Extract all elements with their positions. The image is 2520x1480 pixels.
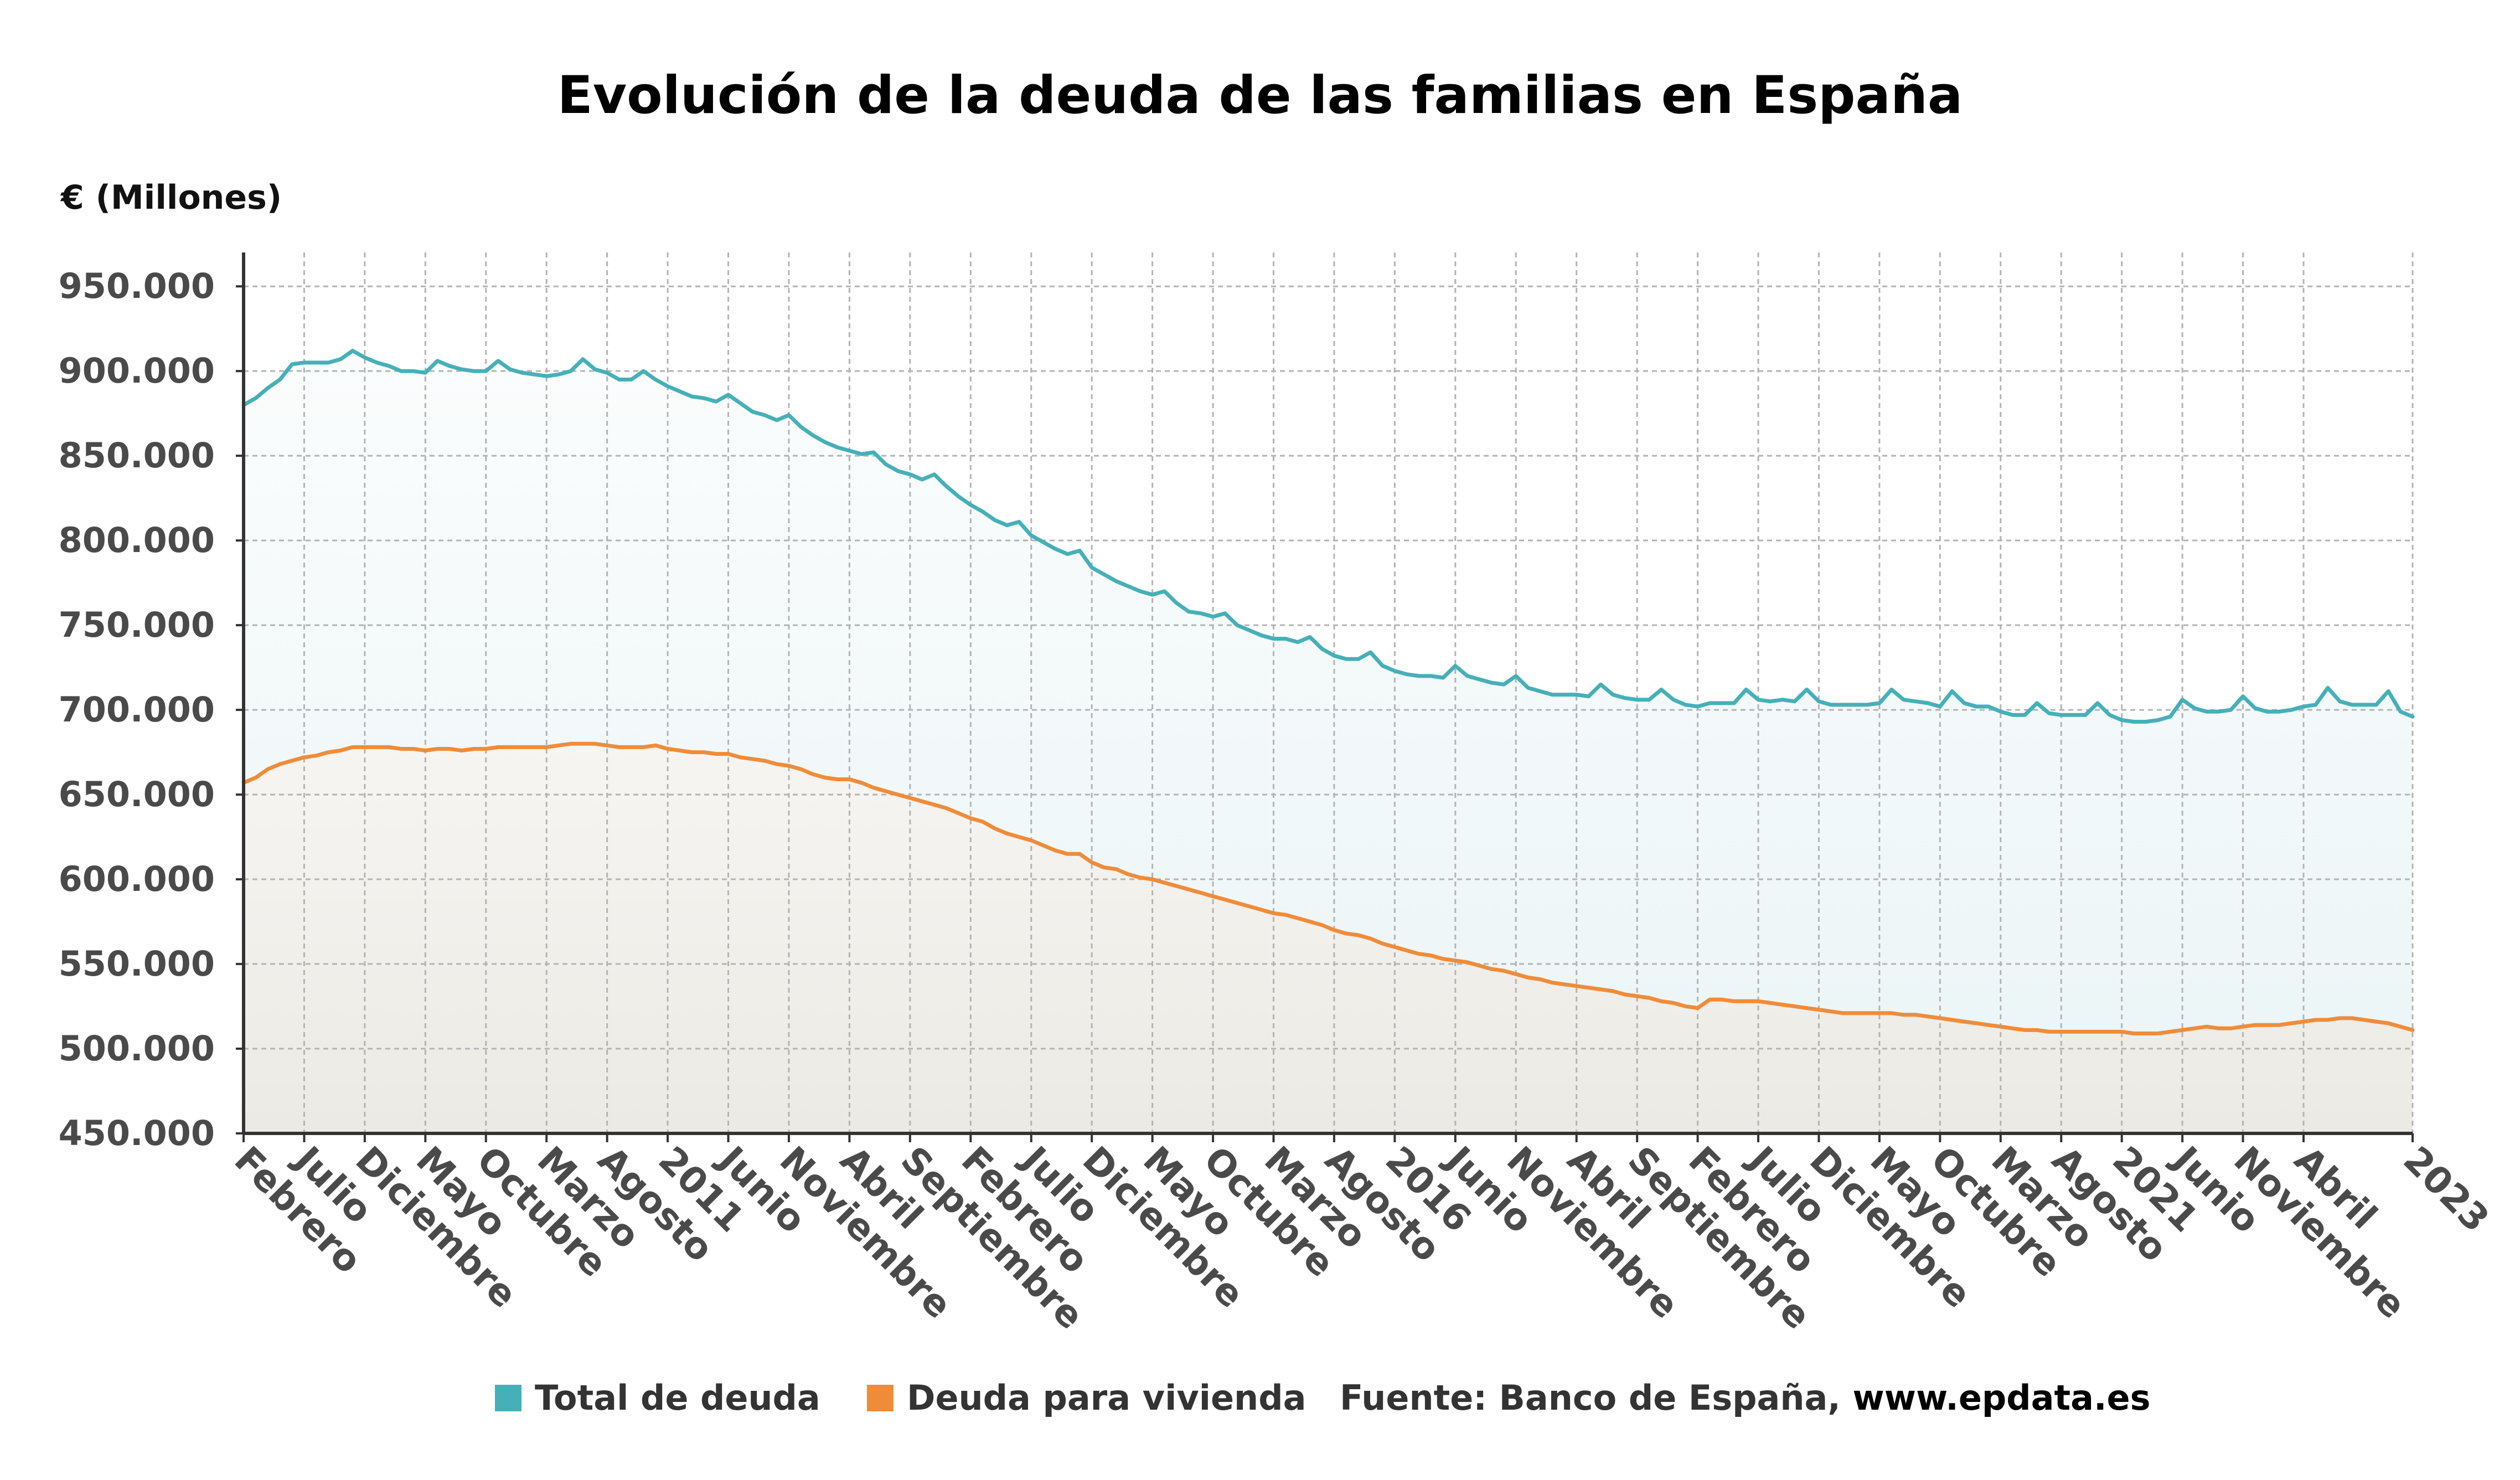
legend-label-total: Total de deuda — [535, 1378, 820, 1418]
series-fills — [244, 350, 2413, 1133]
legend-swatch-vivienda — [867, 1384, 894, 1411]
y-tick-label: 900.000 — [59, 350, 215, 391]
y-tick-label: 700.000 — [59, 689, 215, 730]
y-tick-label: 500.000 — [59, 1028, 215, 1069]
y-tick-label: 950.000 — [59, 266, 215, 306]
chart-title: Evolución de la deuda de las familias en… — [557, 65, 1963, 126]
legend-item-vivienda: Deuda para vivienda — [867, 1378, 1306, 1418]
legend-swatch-total — [495, 1384, 521, 1411]
y-tick-label: 450.000 — [59, 1113, 215, 1153]
y-tick-label: 600.000 — [59, 859, 215, 899]
source-credit: Fuente: Banco de España, www.epdata.es — [1340, 1378, 2151, 1418]
legend-label-vivienda: Deuda para vivienda — [907, 1378, 1307, 1418]
y-tick-labels: 450.000 500.000 550.000 600.000 650.000 700.0… — [59, 266, 215, 1153]
series-area-1 — [244, 744, 2413, 1133]
y-tick-label: 550.000 — [59, 943, 215, 984]
series-line-0 — [241, 349, 2415, 724]
y-tick-label: 800.000 — [59, 520, 215, 560]
series-lines — [241, 349, 2415, 1035]
x-tick-labels: FebreroJulioDiciembreMayoOctubreMarzoAgo… — [226, 1137, 2497, 1338]
series-line-1 — [241, 741, 2415, 1035]
legend-item-total: Total de deuda — [495, 1378, 820, 1418]
x-tick-label: 2023 — [2395, 1138, 2497, 1240]
source-prefix: Fuente: Banco de España, — [1340, 1378, 1853, 1418]
legend: Total de deuda Deuda para vivienda Fuent… — [0, 1378, 2520, 1427]
source-site-link[interactable]: www.epdata.es — [1852, 1378, 2151, 1418]
y-tick-label: 850.000 — [59, 435, 215, 476]
y-axis-unit-label: € (Millones) — [61, 178, 282, 217]
y-tick-label: 750.000 — [59, 605, 215, 645]
axes — [236, 252, 2414, 1142]
grid-lines — [244, 252, 2414, 1133]
y-tick-label: 650.000 — [59, 774, 215, 814]
